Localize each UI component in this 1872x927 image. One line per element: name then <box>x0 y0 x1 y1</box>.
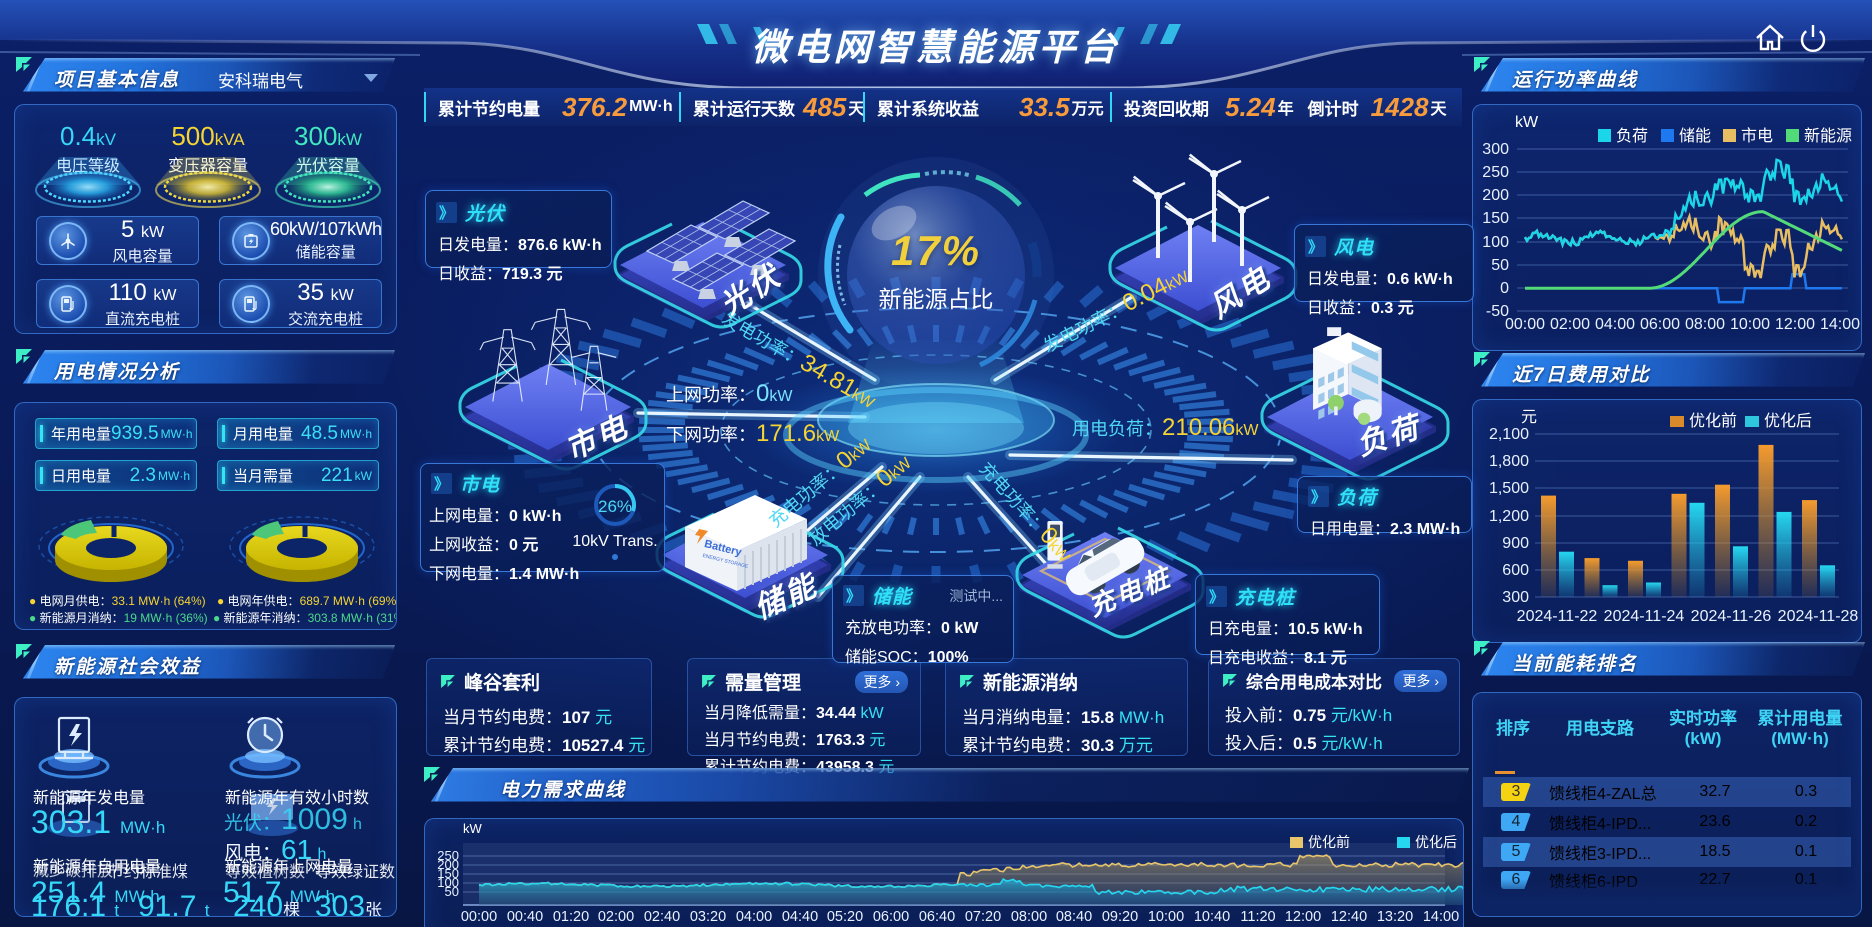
svg-text:04:00: 04:00 <box>736 909 772 925</box>
svg-text:06:00: 06:00 <box>873 909 909 925</box>
svg-text:1,800: 1,800 <box>1489 453 1529 470</box>
svg-text:250: 250 <box>437 848 459 863</box>
svg-text:kW: kW <box>463 821 483 836</box>
svg-text:kW: kW <box>1515 114 1539 131</box>
svg-text:新能源占比: 新能源占比 <box>879 286 994 312</box>
svg-text:17%: 17% <box>891 227 981 274</box>
svg-text:储能: 储能 <box>1679 127 1711 145</box>
svg-text:150: 150 <box>1482 210 1509 227</box>
svg-text:2,100: 2,100 <box>1489 426 1529 443</box>
svg-text:09:20: 09:20 <box>1102 909 1138 925</box>
svg-text:150: 150 <box>437 866 459 881</box>
svg-text:07:20: 07:20 <box>965 909 1001 925</box>
svg-text:14:00: 14:00 <box>1820 316 1860 333</box>
svg-text:04:40: 04:40 <box>782 909 818 925</box>
svg-text:06:40: 06:40 <box>919 909 955 925</box>
svg-text:2024-11-26: 2024-11-26 <box>1691 608 1772 625</box>
svg-text:1,200: 1,200 <box>1489 508 1529 525</box>
svg-text:-50: -50 <box>1486 303 1509 320</box>
svg-text:04:00: 04:00 <box>1595 316 1635 333</box>
svg-text:负荷: 负荷 <box>1616 127 1648 145</box>
svg-text:250: 250 <box>1482 164 1509 181</box>
svg-text:26%: 26% <box>598 497 632 516</box>
svg-text:市电: 市电 <box>1741 127 1773 145</box>
svg-text:50: 50 <box>1491 257 1509 274</box>
svg-text:900: 900 <box>1502 535 1529 552</box>
svg-text:优化前: 优化前 <box>1689 412 1737 430</box>
svg-text:05:20: 05:20 <box>827 909 863 925</box>
svg-text:优化后: 优化后 <box>1764 412 1812 430</box>
svg-text:2024-11-24: 2024-11-24 <box>1604 608 1685 625</box>
svg-text:新能源: 新能源 <box>1804 127 1852 145</box>
svg-text:元: 元 <box>1521 409 1537 426</box>
svg-text:10:00: 10:00 <box>1730 316 1770 333</box>
svg-text:12:40: 12:40 <box>1331 909 1367 925</box>
svg-text:优化前: 优化前 <box>1308 834 1350 850</box>
svg-text:300: 300 <box>1502 589 1529 606</box>
svg-text:13:20: 13:20 <box>1377 909 1413 925</box>
svg-text:00:40: 00:40 <box>507 909 543 925</box>
svg-text:12:00: 12:00 <box>1775 316 1815 333</box>
svg-text:11:20: 11:20 <box>1240 909 1275 925</box>
svg-text:200: 200 <box>1482 187 1509 204</box>
svg-text:02:00: 02:00 <box>598 909 634 925</box>
svg-text:300: 300 <box>1482 141 1509 158</box>
svg-text:08:40: 08:40 <box>1056 909 1092 925</box>
svg-text:06:00: 06:00 <box>1640 316 1680 333</box>
svg-text:02:00: 02:00 <box>1550 316 1590 333</box>
svg-text:08:00: 08:00 <box>1685 316 1725 333</box>
svg-text:01:20: 01:20 <box>553 909 589 925</box>
svg-text:14:00: 14:00 <box>1423 909 1459 925</box>
svg-text:1,500: 1,500 <box>1489 480 1529 497</box>
svg-text:10:00: 10:00 <box>1148 909 1184 925</box>
svg-text:08:00: 08:00 <box>1011 909 1047 925</box>
svg-text:2024-11-28: 2024-11-28 <box>1778 608 1859 625</box>
svg-text:200: 200 <box>437 857 459 872</box>
svg-text:优化后: 优化后 <box>1415 834 1457 850</box>
svg-text:50: 50 <box>445 884 459 899</box>
svg-text:2024-11-22: 2024-11-22 <box>1517 608 1598 625</box>
svg-text:03:20: 03:20 <box>690 909 726 925</box>
svg-text:12:00: 12:00 <box>1285 909 1321 925</box>
svg-text:600: 600 <box>1502 562 1529 579</box>
svg-text:00:00: 00:00 <box>1505 316 1545 333</box>
svg-text:100: 100 <box>1482 234 1509 251</box>
svg-text:100: 100 <box>437 875 459 890</box>
svg-text:10kV Trans.: 10kV Trans. <box>572 533 657 550</box>
svg-text:00:00: 00:00 <box>461 909 497 925</box>
svg-text:0: 0 <box>1500 280 1509 297</box>
svg-text:10:40: 10:40 <box>1194 909 1230 925</box>
svg-text:02:40: 02:40 <box>644 909 680 925</box>
